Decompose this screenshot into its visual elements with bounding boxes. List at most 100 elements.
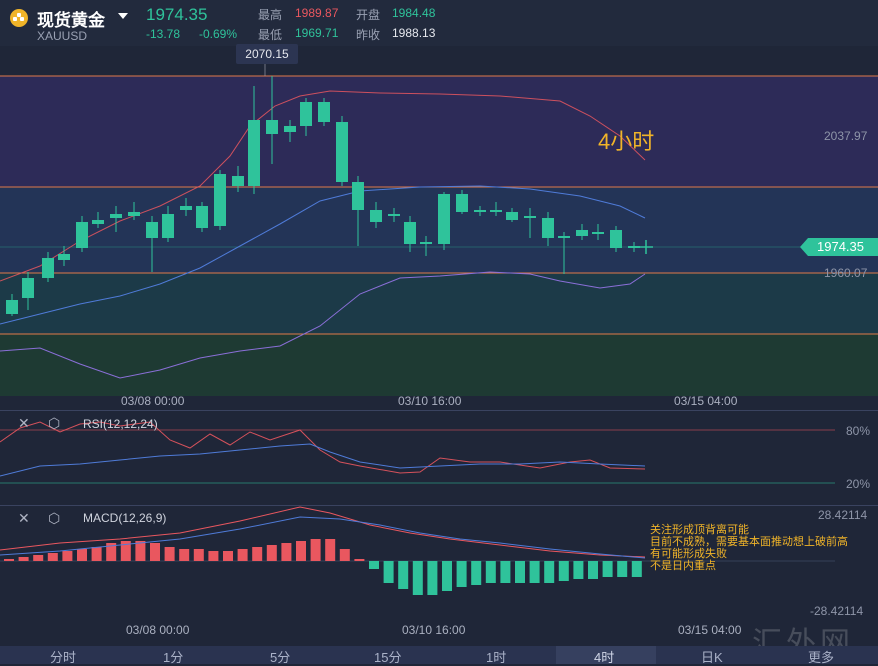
- timeframe-annotation: 4小时: [598, 129, 655, 154]
- candle-body: [420, 242, 432, 244]
- macd-bar: [91, 547, 102, 561]
- macd-bar: [325, 539, 336, 561]
- active-tab-highlight: [556, 646, 656, 664]
- macd-bar: [398, 561, 409, 589]
- tab-5min[interactable]: 5分: [270, 650, 291, 665]
- macd-bar: [62, 551, 73, 561]
- high-value: 1989.87: [295, 6, 339, 20]
- macd-bar: [310, 539, 321, 561]
- macd-bar: [237, 549, 248, 561]
- candle-body: [456, 194, 468, 212]
- candle-body: [576, 230, 588, 236]
- close-icon[interactable]: ✕: [18, 510, 30, 526]
- macd-bar: [18, 557, 29, 561]
- macd-bar: [442, 561, 452, 591]
- macd-bar: [77, 549, 87, 561]
- prev-close-label: 昨收: [356, 28, 381, 42]
- macd-bar: [485, 561, 496, 583]
- time-axis-label-1: 03/08 00:00: [121, 394, 185, 408]
- candle-body: [196, 206, 208, 228]
- quote-header: 现货黄金 XAUUSD 1974.35 -13.78 -0.69% 最高 198…: [0, 0, 878, 46]
- annotation-line-4: 不是日内重点: [650, 560, 716, 572]
- macd-bar: [602, 561, 613, 577]
- candle-body: [300, 102, 312, 126]
- candle-body: [42, 258, 54, 278]
- candle-body: [592, 232, 604, 234]
- tab-1h[interactable]: 1时: [486, 650, 507, 665]
- macd-bar: [164, 547, 175, 561]
- candle-body: [558, 236, 570, 238]
- macd-bar: [471, 561, 482, 585]
- gold-logo-icon: [10, 9, 28, 27]
- macd-annotation: 关注形成顶背离可能 目前不成熟，需要基本面推动想上破前高 有可能形成失败 不是日…: [650, 524, 848, 572]
- macd-bar: [412, 561, 423, 595]
- macd-bar: [588, 561, 598, 579]
- last-price-tag-value: 1974.35: [817, 239, 864, 254]
- candle-body: [214, 174, 226, 226]
- instrument-title[interactable]: 现货黄金: [37, 11, 105, 30]
- peak-price-tooltip: 2070.15: [236, 44, 298, 64]
- prev-close-value: 1988.13: [392, 26, 436, 40]
- candle-body: [490, 210, 502, 212]
- macd-bar: [208, 551, 219, 561]
- macd-time-label-2: 03/10 16:00: [402, 623, 466, 637]
- macd-bar: [573, 561, 584, 579]
- candle-body: [266, 120, 278, 134]
- candle-body: [318, 102, 330, 122]
- macd-bar: [558, 561, 569, 581]
- macd-bar: [617, 561, 628, 577]
- candle-body: [404, 222, 416, 244]
- candle-body: [128, 212, 140, 216]
- macd-label: MACD(12,26,9): [83, 511, 167, 525]
- candle-body: [162, 214, 174, 238]
- macd-bar: [47, 553, 58, 561]
- close-icon[interactable]: ✕: [18, 415, 30, 431]
- macd-bar: [179, 549, 190, 561]
- instrument-symbol: XAUUSD: [37, 29, 88, 43]
- rsi-label: RSI(12,12,24): [83, 417, 158, 431]
- annotation-line-2: 目前不成熟，需要基本面推动想上破前高: [650, 536, 848, 548]
- candle-body: [180, 206, 192, 210]
- tab-daily[interactable]: 日K: [701, 650, 723, 665]
- rsi-chart[interactable]: [0, 410, 878, 505]
- time-axis-label-3: 03/15 04:00: [674, 394, 738, 408]
- candle-body: [22, 278, 34, 298]
- chevron-down-icon[interactable]: [118, 13, 128, 19]
- time-axis-label-2: 03/10 16:00: [398, 394, 462, 408]
- candle-body: [76, 222, 88, 248]
- macd-bar: [427, 561, 438, 595]
- annotation-line-3: 有可能形成失败: [650, 548, 727, 560]
- settings-icon[interactable]: ⬡: [48, 510, 61, 526]
- tab-4h[interactable]: 4时: [594, 650, 615, 665]
- tab-fenshi[interactable]: 分时: [50, 650, 77, 665]
- low-value: 1969.71: [295, 26, 339, 40]
- peak-price-value: 2070.15: [245, 47, 289, 61]
- settings-icon[interactable]: ⬡: [48, 415, 61, 431]
- tab-more[interactable]: 更多: [808, 650, 835, 665]
- tab-1min[interactable]: 1分: [163, 650, 184, 665]
- candle-body: [284, 126, 296, 132]
- price-axis-label-3: 1960.07: [824, 266, 868, 280]
- macd-bar: [339, 549, 350, 561]
- low-label: 最低: [258, 28, 283, 42]
- timeframe-tabs: [0, 646, 878, 664]
- macd-chart[interactable]: [0, 505, 878, 646]
- price-axis-label-1: 2037.97: [824, 129, 868, 143]
- candle-body: [542, 218, 554, 238]
- macd-bar: [500, 561, 511, 583]
- candle-body: [248, 120, 260, 186]
- candlestick-chart[interactable]: [0, 46, 878, 396]
- tab-15min[interactable]: 15分: [374, 650, 402, 665]
- open-value: 1984.48: [392, 6, 436, 20]
- last-price: 1974.35: [146, 5, 208, 24]
- candle-body: [474, 210, 486, 212]
- macd-bar: [544, 561, 555, 583]
- candle-body: [524, 216, 536, 218]
- price-change-pct: -0.69%: [199, 27, 238, 41]
- macd-bar: [4, 559, 14, 561]
- rsi-level-20: 20%: [846, 477, 871, 491]
- rsi-level-80: 80%: [846, 424, 871, 438]
- macd-bar: [383, 561, 394, 583]
- macd-bar: [150, 543, 160, 561]
- macd-bar: [33, 555, 44, 561]
